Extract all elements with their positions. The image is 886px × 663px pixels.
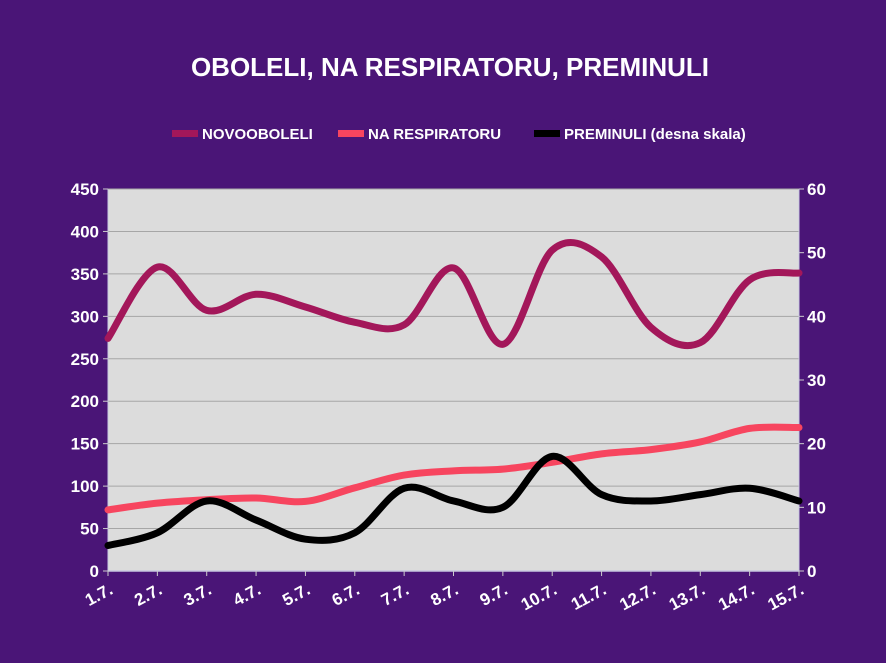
x-tick-label: 13.7.: [666, 580, 708, 615]
x-tick-label: 15.7.: [765, 580, 807, 615]
y-left-tick-label: 300: [71, 307, 99, 326]
x-tick-label: 10.7.: [518, 580, 560, 615]
series-lines: [104, 238, 803, 550]
y-left-tick-label: 350: [71, 265, 99, 284]
legend-swatch: [534, 130, 560, 137]
series-line-0: [104, 238, 803, 350]
y-left-tick-label: 100: [71, 477, 99, 496]
series-line-2: [104, 452, 803, 550]
legend-label: PREMINULI (desna skala): [564, 126, 746, 143]
legend-label: NA RESPIRATORU: [368, 126, 501, 143]
y-right-tick-label: 10: [807, 498, 826, 517]
y-right-tick-label: 30: [807, 371, 826, 390]
series-line-1: [104, 423, 803, 514]
x-tick-label: 1.7.: [82, 580, 116, 610]
legend-item: NA RESPIRATORU: [338, 126, 501, 143]
y-left-tick-label: 0: [90, 562, 99, 581]
x-tick-label: 11.7.: [568, 580, 609, 614]
y-left-tick-label: 200: [71, 392, 99, 411]
y-right-tick-label: 50: [807, 244, 826, 263]
x-tick-label: 4.7.: [230, 580, 264, 610]
legend-swatch: [338, 130, 364, 137]
legend-swatch: [172, 130, 198, 137]
x-tick-label: 12.7.: [617, 580, 659, 615]
y-right-tick-label: 60: [807, 180, 826, 199]
x-tick-label: 6.7.: [329, 580, 363, 610]
x-tick-label: 9.7.: [477, 580, 511, 610]
x-tick-label: 14.7.: [715, 580, 757, 615]
x-tick-label: 3.7.: [181, 580, 215, 610]
legend-item: NOVOOBOLELI: [172, 126, 313, 143]
gridlines: [108, 188, 799, 530]
y-left-tick-label: 400: [71, 222, 99, 241]
legend-label: NOVOOBOLELI: [202, 126, 313, 143]
x-tick-label: 5.7.: [279, 580, 313, 610]
x-tick-label: 7.7.: [378, 580, 412, 610]
x-tick-label: 8.7.: [427, 580, 461, 610]
y-left-tick-label: 450: [71, 180, 99, 199]
plot-area: [108, 189, 799, 571]
y-right-tick-label: 20: [807, 435, 826, 454]
y-left-tick-label: 250: [71, 350, 99, 369]
legend-item: PREMINULI (desna skala): [534, 126, 746, 143]
legend: NOVOOBOLELI NA RESPIRATORU PREMINULI (desn…: [172, 126, 746, 143]
y-right-tick-label: 40: [807, 307, 826, 326]
chart-title: OBOLELI, NA RESPIRATORU, PREMINULI: [191, 52, 709, 82]
y-left-tick-label: 150: [71, 435, 99, 454]
y-left-tick-label: 50: [80, 520, 99, 539]
y-right-tick-label: 0: [807, 562, 816, 581]
x-tick-label: 2.7.: [131, 580, 165, 610]
